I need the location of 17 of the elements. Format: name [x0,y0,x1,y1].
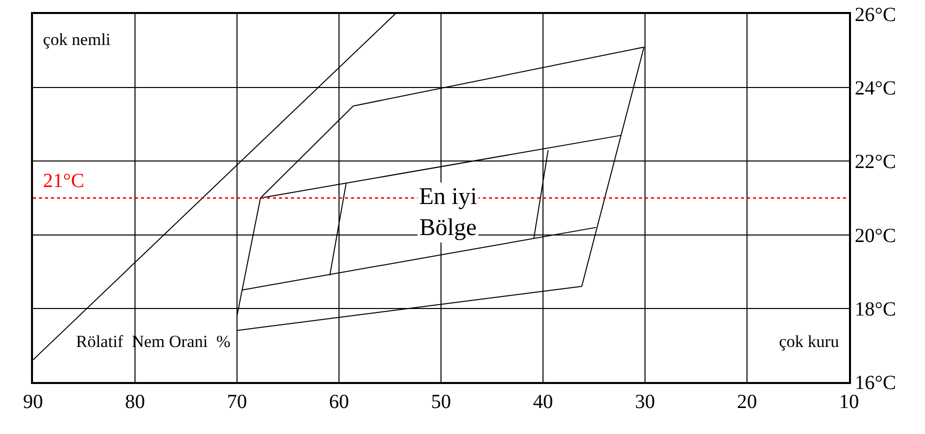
x-tick-label: 70 [227,390,247,413]
x-tick-label: 40 [533,390,553,413]
y-tick-label: 20°C [854,224,896,247]
ref-line-label: 21°C [43,170,84,192]
x-tick-label: 60 [329,390,349,413]
x-tick-label: 90 [23,390,43,413]
x-tick-label: 80 [125,390,145,413]
x-tick-label: 20 [737,390,757,413]
annotation: çok kuru [779,332,840,351]
y-tick-label: 22°C [854,151,896,174]
y-tick-label: 24°C [854,78,896,100]
y-tick-label: 18°C [854,298,896,320]
x-tick-label: 30 [635,390,655,413]
annotation: çok nemli [43,30,111,49]
annotation: En iyi Bölge [419,184,478,242]
x-tick-label: 50 [431,390,451,413]
y-tick-label: 26°C [854,4,896,26]
